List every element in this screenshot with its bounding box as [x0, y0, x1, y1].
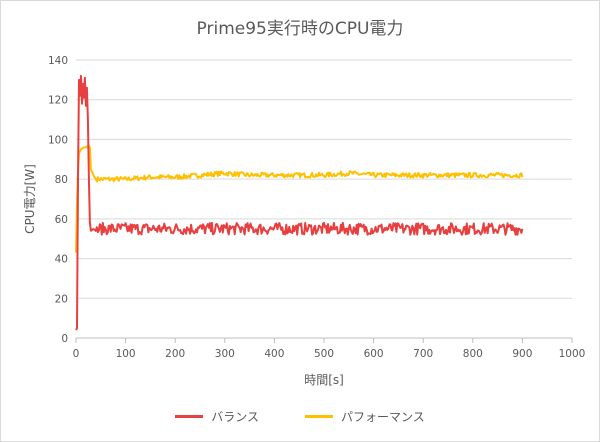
- x-tick-label: 100: [116, 348, 136, 360]
- y-tick-label: 0: [61, 333, 68, 345]
- x-tick-label: 300: [215, 348, 235, 360]
- x-axis-label: 時間[s]: [304, 373, 344, 387]
- legend-label-balance: バランス: [211, 410, 259, 424]
- tick-labels: 0 20 40 60 80 100 120 140 0 100 200 300 400 500 600 700…: [48, 55, 585, 360]
- legend: バランス パフォーマンス: [0, 408, 600, 425]
- y-axis-label: CPU電力[W]: [23, 164, 37, 234]
- y-tick-label: 60: [55, 214, 68, 226]
- gridlines: [76, 59, 572, 299]
- x-tick-label: 0: [73, 348, 80, 360]
- x-tick-label: 500: [314, 348, 334, 360]
- axes: [75, 337, 573, 343]
- y-tick-label: 100: [48, 134, 68, 146]
- y-tick-label: 140: [48, 55, 68, 67]
- y-tick-label: 120: [48, 95, 68, 107]
- legend-label-performance: パフォーマンス: [341, 410, 425, 424]
- x-tick-label: 400: [264, 348, 284, 360]
- y-tick-label: 40: [55, 254, 68, 266]
- y-tick-label: 80: [55, 174, 68, 186]
- legend-item-balance: バランス: [175, 408, 259, 425]
- series-group: [75, 74, 524, 331]
- legend-swatch-balance: [175, 415, 204, 418]
- x-tick-label: 800: [463, 348, 483, 360]
- chart-title: Prime95実行時のCPU電力: [196, 19, 404, 39]
- legend-item-performance: パフォーマンス: [305, 408, 425, 425]
- x-tick-label: 700: [413, 348, 433, 360]
- y-tick-label: 20: [55, 293, 68, 305]
- x-tick-label: 600: [364, 348, 384, 360]
- x-tick-label: 200: [165, 348, 185, 360]
- x-tick-label: 1000: [559, 348, 586, 360]
- series-line-balance: [75, 74, 524, 331]
- legend-swatch-performance: [305, 415, 333, 418]
- x-tick-label: 900: [512, 348, 532, 360]
- series-line-performance: [75, 144, 524, 253]
